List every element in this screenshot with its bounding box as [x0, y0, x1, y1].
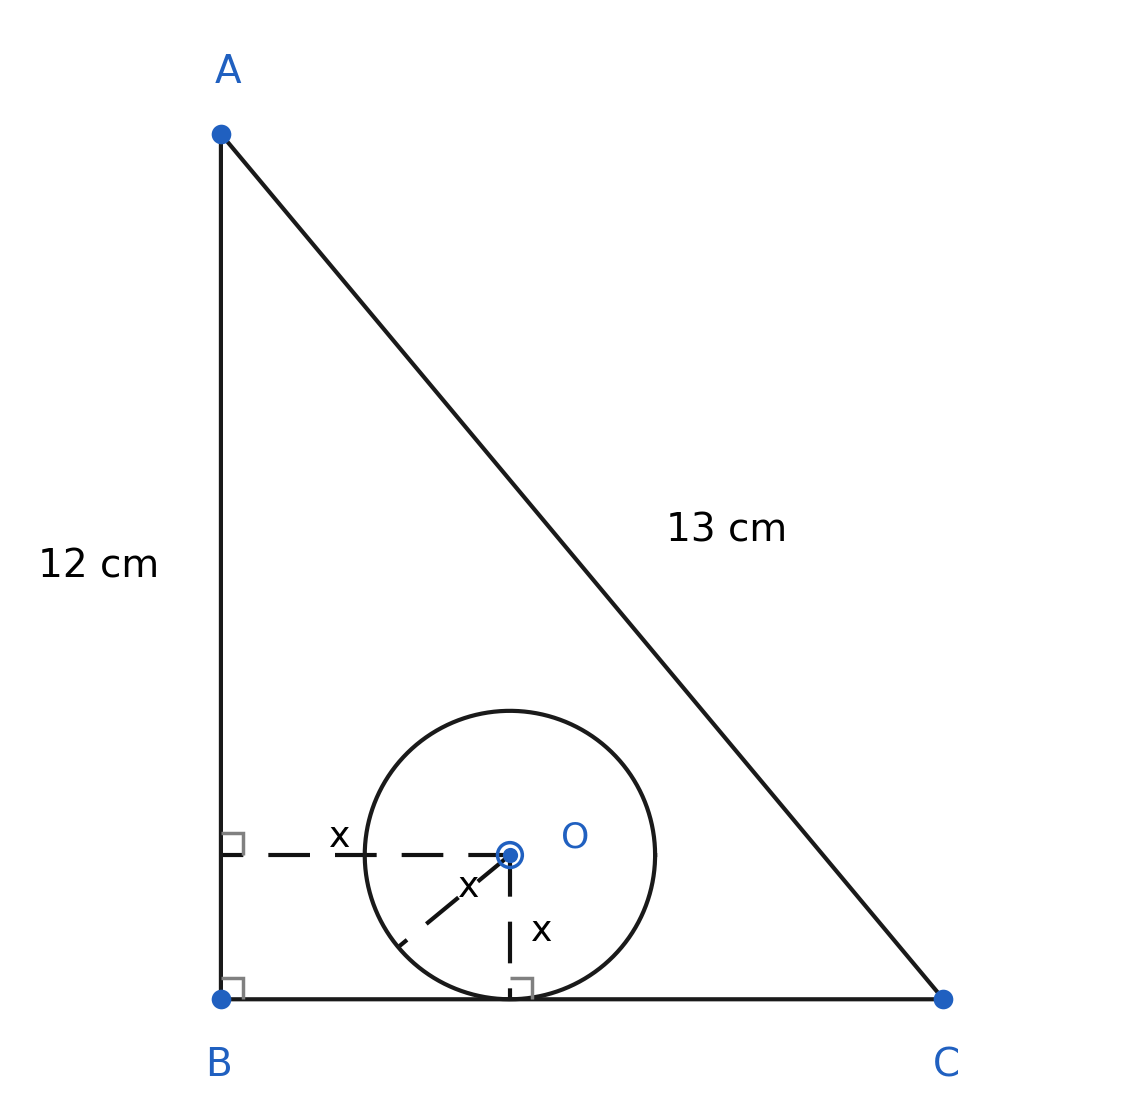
Text: x: x — [328, 821, 350, 855]
Point — [935, 991, 953, 1008]
Text: 12 cm: 12 cm — [37, 547, 159, 586]
Text: x: x — [531, 914, 553, 948]
Point — [501, 846, 519, 863]
Text: O: O — [560, 821, 590, 855]
Text: x: x — [457, 870, 479, 904]
Point — [501, 846, 519, 863]
Text: A: A — [215, 53, 241, 91]
Point — [212, 125, 230, 143]
Point — [212, 991, 230, 1008]
Text: B: B — [205, 1047, 231, 1084]
Text: 13 cm: 13 cm — [666, 511, 787, 550]
Text: C: C — [933, 1047, 960, 1084]
